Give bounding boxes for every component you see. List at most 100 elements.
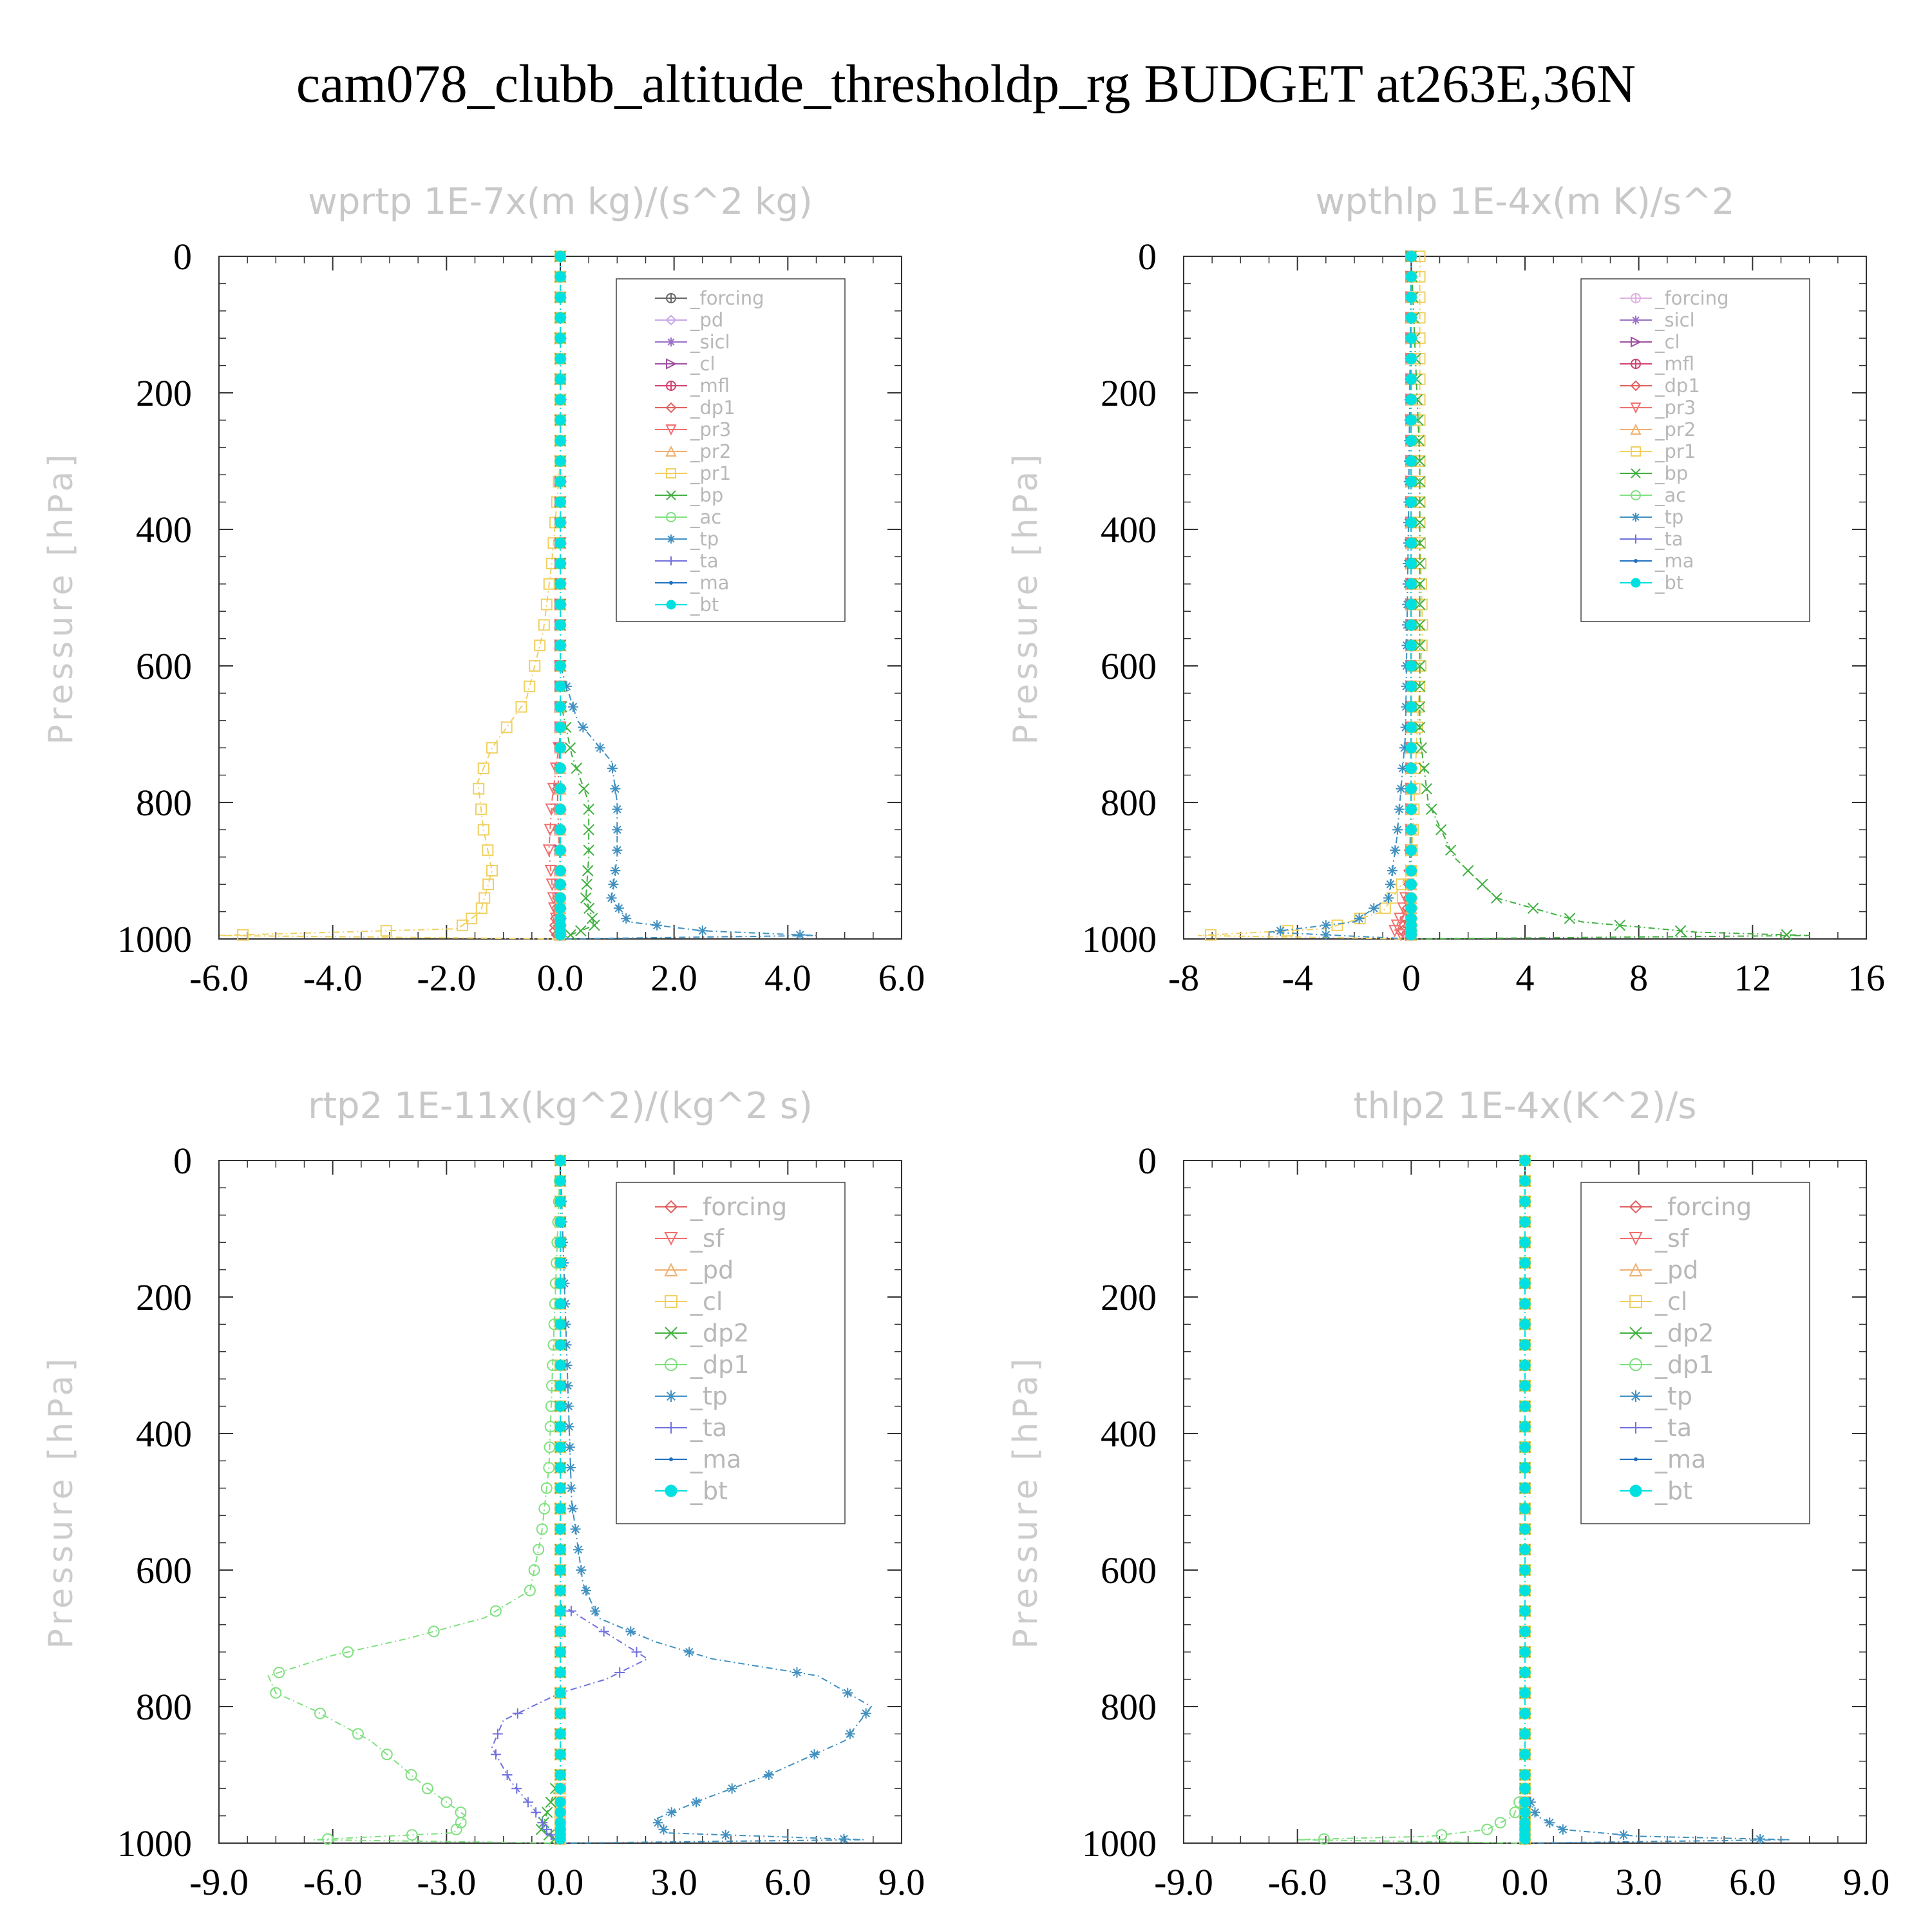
data-point (428, 1625, 440, 1638)
legend-marker (1630, 1422, 1642, 1434)
legend-marker (666, 490, 676, 500)
data-point (613, 903, 624, 914)
data-point (1397, 763, 1408, 773)
data-point (590, 1605, 601, 1616)
y-tick-label: 1000 (117, 1823, 192, 1864)
data-point (554, 762, 566, 774)
data-point (489, 1605, 502, 1617)
data-point (455, 1806, 467, 1819)
data-point (554, 599, 566, 611)
data-point (1557, 1824, 1568, 1835)
data-point (1414, 476, 1426, 488)
legend-label: _ac (1654, 484, 1686, 506)
data-point (1530, 1807, 1540, 1818)
x-tick-label: 0.0 (1502, 1861, 1549, 1903)
data-point (1387, 866, 1397, 876)
data-point (610, 783, 621, 794)
data-point (554, 332, 566, 344)
data-point (554, 1806, 566, 1818)
legend-marker (1629, 1484, 1642, 1497)
series-line (1410, 256, 1810, 940)
legend-label: _cl (1654, 1287, 1687, 1316)
data-point (545, 1796, 556, 1808)
data-point (554, 312, 566, 323)
data-point (1405, 332, 1417, 344)
data-point (554, 271, 566, 283)
data-point (554, 353, 566, 365)
data-point (554, 1318, 566, 1330)
chart-panel-1: wprtp 1E-7x(m kg)/(s^2 kg) Pressure [hPa]… (42, 181, 925, 999)
legend-marker (1631, 446, 1641, 457)
data-point (1405, 476, 1417, 488)
series-dp1 (267, 1155, 566, 1845)
data-point (533, 1544, 545, 1556)
data-point (554, 1687, 566, 1699)
legend-label: _pr3 (690, 419, 731, 440)
data-point (554, 1441, 566, 1453)
data-point (1405, 558, 1417, 569)
data-point (1614, 920, 1625, 931)
data-point (529, 660, 541, 672)
y-tick-label: 800 (1101, 782, 1157, 824)
legend-marker (667, 556, 676, 565)
data-point (554, 824, 566, 835)
data-point (1405, 414, 1417, 426)
y-axis-label: Pressure [hPa] (1007, 451, 1045, 745)
x-tick-label: -2.0 (417, 957, 476, 999)
x-tick-label: 6.0 (764, 1861, 811, 1903)
x-tick-label: -6.0 (303, 1861, 363, 1903)
legend-marker (669, 581, 673, 585)
legend-label: _pr2 (690, 440, 731, 462)
data-point (554, 865, 566, 876)
data-point (473, 782, 485, 795)
data-point (1414, 516, 1426, 529)
data-point (1519, 1585, 1531, 1596)
data-point (1394, 929, 1408, 942)
legend-label: _ta (690, 550, 719, 572)
data-point (1462, 865, 1474, 876)
data-point (440, 1796, 453, 1808)
data-point (720, 1830, 731, 1841)
data-point (554, 1646, 566, 1658)
legend-label: _pd (690, 309, 723, 331)
data-point (1477, 878, 1488, 890)
data-point (1519, 1646, 1531, 1658)
x-tick-label: -4 (1282, 957, 1313, 999)
data-point (405, 1769, 417, 1781)
legend-box (1580, 1182, 1810, 1524)
data-point (1618, 1830, 1629, 1841)
legend-marker (1631, 359, 1642, 369)
data-point (554, 1783, 566, 1794)
data-point (583, 844, 594, 856)
data-point (570, 1524, 581, 1535)
data-point (554, 1833, 566, 1845)
data-point (795, 929, 806, 940)
data-point (554, 844, 566, 856)
data-point (625, 1626, 636, 1637)
data-point (1405, 537, 1417, 549)
legend-label: _ma (1654, 1445, 1706, 1473)
data-point (554, 1175, 566, 1187)
x-tick-label: 6.0 (1729, 1861, 1776, 1903)
series-line (491, 1160, 649, 1844)
legend-marker (1629, 1358, 1642, 1371)
y-tick-label: 0 (1138, 236, 1157, 278)
data-point (1405, 824, 1417, 835)
data-point (554, 558, 566, 569)
data-point (477, 824, 489, 836)
data-point (486, 742, 498, 754)
series-pr1 (218, 251, 566, 941)
data-point (1414, 578, 1426, 590)
data-point (515, 701, 527, 713)
data-point (1414, 721, 1426, 734)
data-point (554, 1523, 566, 1535)
x-tick-label: 2.0 (650, 957, 697, 999)
data-point (545, 1830, 556, 1841)
legend-label: _pr3 (1654, 397, 1696, 419)
data-point (1405, 929, 1417, 941)
x-tick-label: 4.0 (764, 957, 811, 999)
legend-label: _pd (690, 1256, 734, 1284)
legend-marker (1634, 1457, 1638, 1461)
data-point (554, 1359, 566, 1371)
